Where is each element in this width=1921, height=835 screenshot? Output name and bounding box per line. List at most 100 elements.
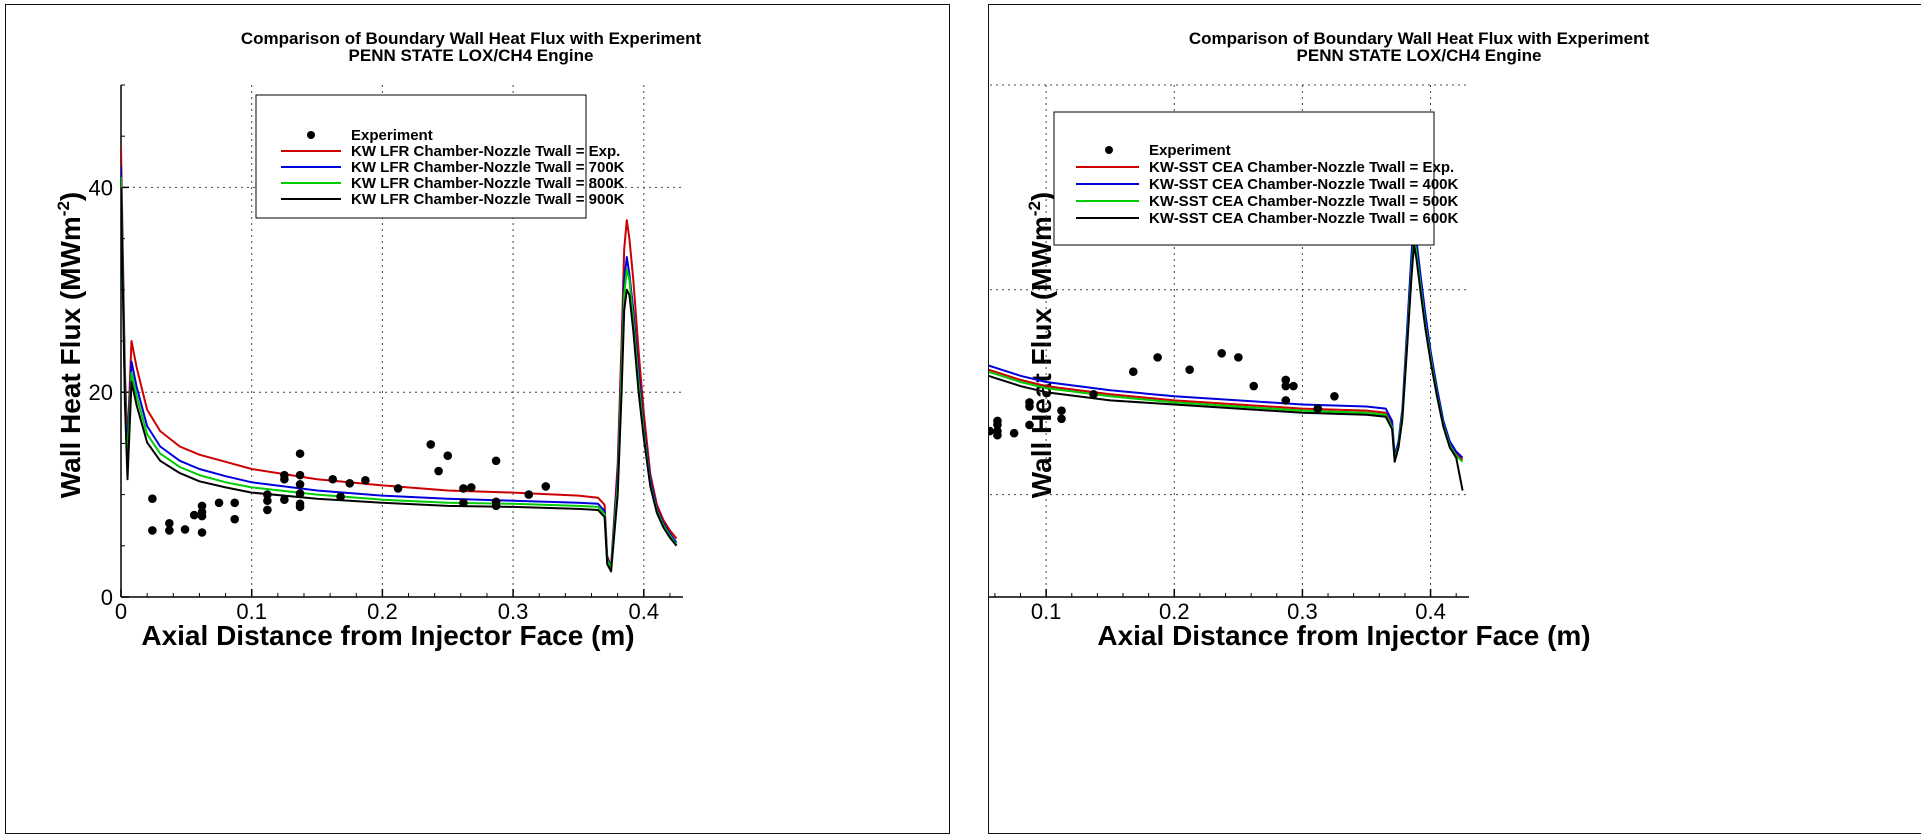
experiment-point: [1185, 365, 1194, 374]
series-line-3: [989, 243, 1464, 491]
experiment-point: [189, 510, 199, 520]
experiment-point: [491, 456, 501, 466]
series-line-0: [121, 146, 678, 568]
legend-marker-experiment: [1105, 146, 1113, 154]
experiment-point: [993, 420, 1002, 430]
chart-panel-left: Comparison of Boundary Wall Heat Flux wi…: [5, 4, 950, 834]
x-axis-label: Axial Distance from Injector Face (m): [1097, 620, 1590, 651]
experiment-point: [989, 426, 995, 436]
experiment-point: [263, 505, 272, 515]
legend-label-3: KW-SST CEA Chamber-Nozzle Twall = 600K: [1149, 210, 1459, 227]
experiment-point: [280, 495, 289, 505]
experiment-point: [1234, 353, 1243, 362]
experiment-point: [1025, 402, 1034, 411]
experiment-point: [1153, 353, 1162, 362]
x-tick-label: 0.4: [628, 599, 659, 624]
legend-label-0: KW LFR Chamber-Nozzle Twall = Exp.: [351, 143, 620, 160]
x-tick-label: 0.4: [1415, 599, 1446, 624]
legend-box: [255, 94, 587, 219]
experiment-point: [1249, 381, 1259, 391]
experiment-point: [459, 498, 468, 508]
experiment-point: [295, 449, 305, 458]
experiment-point: [541, 482, 551, 491]
experiment-point: [197, 511, 207, 521]
legend-marker-experiment: [307, 131, 315, 139]
x-tick-label: 0.2: [367, 599, 398, 624]
experiment-point: [491, 501, 501, 511]
experiment-point: [280, 470, 289, 480]
y-axis-label: Wall Heat Flux (MWm-2): [54, 192, 86, 499]
x-tick-label: 0.1: [1031, 599, 1062, 624]
experiment-point: [148, 526, 157, 535]
experiment-point: [1009, 428, 1019, 438]
x-tick-label: 0.1: [236, 599, 267, 624]
legend-label-3: KW LFR Chamber-Nozzle Twall = 900K: [351, 191, 625, 208]
experiment-point: [214, 498, 224, 508]
experiment-point: [1313, 404, 1323, 413]
y-axis-label: Wall Heat Flux (MWm-2): [1025, 192, 1057, 499]
experiment-point: [197, 501, 207, 511]
experiment-point: [345, 479, 355, 488]
experiment-point: [165, 518, 174, 528]
experiment-point: [197, 528, 207, 537]
x-tick-label: 0.2: [1159, 599, 1190, 624]
chart-panel-right: Comparison of Boundary Wall Heat Flux wi…: [988, 4, 1921, 834]
experiment-point: [443, 451, 453, 460]
experiment-point: [295, 502, 305, 512]
heat-flux-chart-sst: Comparison of Boundary Wall Heat Flux wi…: [989, 29, 1650, 651]
experiment-point: [1025, 420, 1034, 430]
experiment-point: [1289, 381, 1298, 391]
plot-area: 00.10.20.30.401020ExperimentKW-SST CEA C…: [989, 84, 1469, 624]
x-tick-label: 0: [115, 599, 127, 624]
chart-subtitle: PENN STATE LOX/CH4 Engine: [1297, 46, 1542, 65]
legend-label-2: KW-SST CEA Chamber-Nozzle Twall = 500K: [1149, 193, 1459, 210]
experiment-point: [426, 440, 436, 449]
y-tick-label: 20: [89, 380, 113, 405]
experiment-point: [295, 480, 305, 489]
legend-label-1: KW-SST CEA Chamber-Nozzle Twall = 400K: [1149, 176, 1459, 193]
legend-label-experiment: Experiment: [351, 127, 433, 144]
chart-title: Comparison of Boundary Wall Heat Flux wi…: [1189, 29, 1650, 48]
experiment-point: [466, 483, 476, 492]
experiment-point: [993, 430, 1002, 440]
legend-label-experiment: Experiment: [1149, 142, 1231, 159]
experiment-point: [180, 525, 190, 534]
x-axis-label: Axial Distance from Injector Face (m): [141, 620, 634, 651]
chart-subtitle: PENN STATE LOX/CH4 Engine: [349, 46, 594, 65]
legend-label-0: KW-SST CEA Chamber-Nozzle Twall = Exp.: [1149, 159, 1454, 176]
experiment-point: [1217, 348, 1226, 358]
experiment-point: [165, 526, 174, 535]
experiment-point: [336, 492, 345, 501]
experiment-point: [524, 490, 534, 499]
x-tick-label: 0.3: [498, 599, 529, 624]
experiment-point: [295, 470, 305, 480]
experiment-point: [361, 475, 370, 485]
experiment-point: [434, 466, 443, 476]
experiment-point: [148, 494, 157, 503]
experiment-point: [1057, 406, 1066, 415]
experiment-point: [1281, 375, 1291, 385]
series-line-1: [989, 219, 1464, 459]
experiment-point: [263, 496, 272, 506]
y-tick-label: 0: [101, 585, 113, 610]
experiment-point: [328, 474, 338, 484]
experiment-point: [1330, 391, 1339, 401]
chart-title: Comparison of Boundary Wall Heat Flux wi…: [241, 29, 702, 48]
series-line-3: [121, 187, 678, 573]
experiment-point: [1057, 414, 1066, 424]
heat-flux-chart-lfr: Comparison of Boundary Wall Heat Flux wi…: [54, 29, 702, 651]
experiment-point: [393, 484, 403, 493]
experiment-point: [1281, 396, 1291, 405]
legend-label-1: KW LFR Chamber-Nozzle Twall = 700K: [351, 159, 625, 176]
legend-label-2: KW LFR Chamber-Nozzle Twall = 800K: [351, 175, 625, 192]
experiment-point: [459, 484, 468, 493]
x-tick-label: 0.3: [1287, 599, 1318, 624]
experiment-point: [230, 498, 240, 508]
y-tick-label: 40: [89, 175, 113, 200]
experiment-point: [1128, 367, 1138, 377]
experiment-point: [263, 490, 272, 499]
experiment-point: [230, 514, 240, 524]
